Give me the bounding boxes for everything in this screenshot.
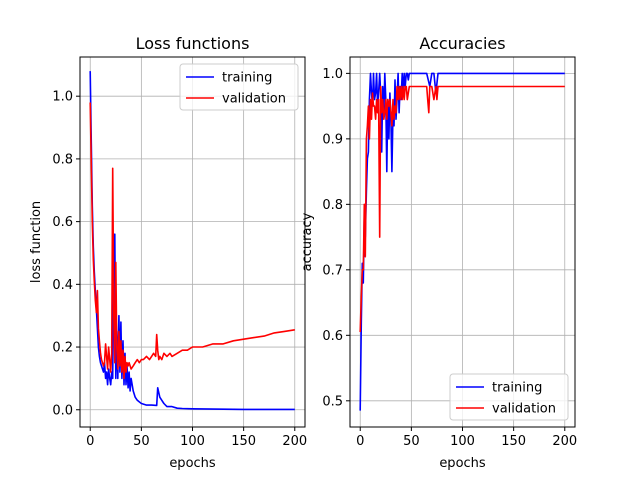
- chart-title: Loss functions: [136, 34, 250, 53]
- y-tick-label: 0.7: [322, 263, 343, 278]
- legend-label-training: training: [222, 71, 272, 86]
- y-axis-label: loss function: [29, 201, 44, 283]
- y-tick-label: 0.5: [322, 394, 343, 409]
- x-tick-label: 100: [450, 434, 475, 449]
- x-tick-label: 0: [356, 434, 364, 449]
- legend: training validation: [179, 63, 299, 111]
- legend-label-validation: validation: [492, 402, 556, 417]
- x-tick-label: 150: [231, 434, 256, 449]
- legend: training validation: [449, 373, 569, 421]
- chart-1: 0 50 100 150 200 0.0 0.2 0.4 0.6 0.8 1.0 Loss funct…: [29, 34, 307, 471]
- x-axis-label: epochs: [439, 456, 486, 471]
- y-tick-label: 1.0: [322, 67, 343, 82]
- x-tick-label: 50: [403, 434, 420, 449]
- y-tick-label: 0.6: [52, 215, 73, 230]
- x-tick-label: 100: [180, 434, 205, 449]
- chart-2: 0 50 100 150 200 0.5 0.6 0.7 0.8 0.9 1.0 Accuracies…: [300, 34, 577, 471]
- y-axis-label: accuracy: [300, 212, 315, 271]
- x-axis-label: epochs: [169, 456, 216, 471]
- y-tick-label: 0.2: [52, 341, 73, 356]
- series-line-validation: [89, 102, 295, 380]
- legend-label-training: training: [492, 381, 542, 396]
- y-tick-label: 0.9: [322, 132, 343, 147]
- x-tick-label: 50: [133, 434, 150, 449]
- y-tick-label: 0.4: [52, 278, 73, 293]
- legend-label-validation: validation: [222, 92, 286, 107]
- series-line-training: [359, 72, 565, 411]
- y-tick-label: 0.0: [52, 403, 73, 418]
- y-tick-label: 1.0: [52, 90, 73, 105]
- x-tick-label: 200: [552, 434, 577, 449]
- series-line-validation: [359, 85, 565, 333]
- y-tick-label: 0.8: [52, 152, 73, 167]
- chart-title: Accuracies: [419, 34, 505, 53]
- y-tick-label: 0.8: [322, 198, 343, 213]
- x-tick-label: 150: [501, 434, 526, 449]
- x-tick-label: 200: [282, 434, 307, 449]
- y-tick-label: 0.6: [322, 329, 343, 344]
- x-tick-label: 0: [86, 434, 94, 449]
